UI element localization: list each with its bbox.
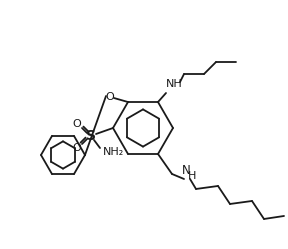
Text: S: S bbox=[86, 129, 96, 143]
Text: N: N bbox=[182, 165, 190, 178]
Text: O: O bbox=[73, 143, 82, 153]
Text: H: H bbox=[188, 171, 196, 181]
Text: O: O bbox=[73, 119, 82, 129]
Text: NH₂: NH₂ bbox=[103, 147, 124, 157]
Text: O: O bbox=[106, 92, 114, 102]
Text: NH: NH bbox=[166, 79, 182, 89]
